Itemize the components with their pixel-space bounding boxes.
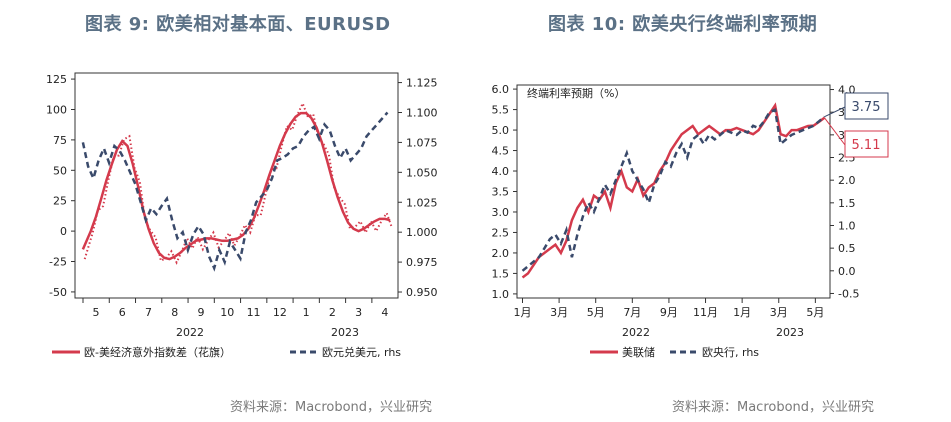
callout-value-fed: 5.11 [852,138,881,153]
y-right-tick-label: 0.975 [406,256,438,269]
y-left-tick-label: 5.5 [492,104,510,117]
x-tick-label: 1月 [513,306,531,319]
y-right-tick-label: 0.0 [838,265,856,278]
callout-box-fed [844,130,889,158]
x-tick-label: 5月 [806,306,824,319]
y-right-tick-label: 2.0 [838,174,856,187]
y-left-tick-label: 1.5 [492,267,510,280]
callout-leader-ecb [824,106,846,118]
y-left-tick-label: 4.5 [492,145,510,158]
y-right-tick-label: 1.075 [406,136,438,149]
legend-label-eurusd: 欧元兑美元, rhs [322,345,401,359]
x-tick-label: 12 [273,306,287,319]
x-tick-label: 9月 [660,306,678,319]
y-left-tick-label: 1.0 [492,288,510,301]
x-tick-label: 1月 [733,306,751,319]
year-label: 2022 [176,326,204,339]
series-surprise-index [81,111,391,261]
y-right-tick-label: 0.5 [838,242,856,255]
x-tick-label: 8 [171,306,178,319]
year-label: 2022 [622,326,650,339]
y-left-tick-label: 3.0 [492,206,510,219]
y-right-tick-label: 1.050 [406,166,438,179]
y-left-tick-label: 0 [60,225,67,238]
callout-value-ecb: 3.75 [852,100,881,115]
series-fed [521,102,826,279]
chart-title-right: 图表 10: 欧美央行终端利率预期 [548,14,818,35]
y-left-tick-label: 50 [53,164,67,177]
chart-subtitle: 终端利率预期（%） [527,86,625,100]
y-left-tick-label: 75 [53,134,67,147]
source-note-left: 资料来源：Macrobond，兴业研究 [230,400,433,415]
legend-label-ecb: 欧央行, rhs [702,346,759,359]
callout-box-ecb [844,92,889,120]
y-left-tick-label: 2.0 [492,247,510,260]
x-tick-label: 5月 [587,306,605,319]
y-left-tick-label: 2.5 [492,226,510,239]
y-right-tick-label: 1.025 [406,196,438,209]
x-tick-label: 10 [220,306,234,319]
y-right-tick-label: 1.0 [838,219,856,232]
y-left-tick-label: 25 [53,195,67,208]
y-left-tick-label: -25 [49,256,67,269]
source-note-right: 资料来源：Macrobond，兴业研究 [672,400,875,415]
y-left-tick-label: 3.5 [492,186,510,199]
y-right-tick-label: 1.100 [406,106,438,119]
year-label: 2023 [776,326,804,339]
y-left-tick-label: 100 [46,103,67,116]
legend-label-surprise-index: 欧-美经济意外指数差（花旗） [84,345,231,359]
y-right-tick-label: 1.000 [406,226,438,239]
y-left-tick-label: 4.0 [492,165,510,178]
x-tick-label: 2 [329,306,336,319]
x-tick-label: 5 [93,306,100,319]
y-right-tick-label: 0.950 [406,286,438,299]
series-eurusd [81,111,389,272]
plot-frame-left [74,72,399,299]
x-tick-label: 7月 [623,306,641,319]
chart-title-left: 图表 9: 欧美相对基本面、EURUSD [85,14,391,35]
x-tick-label: 11 [247,306,261,319]
x-tick-label: 6 [119,306,126,319]
y-right-tick-label: 1.5 [838,197,856,210]
y-right-tick-label: 1.125 [406,77,438,90]
x-tick-label: 7 [145,306,152,319]
x-tick-label: 9 [198,306,205,319]
x-tick-label: 3月 [550,306,568,319]
series-ecb [521,108,826,272]
year-label: 2023 [331,326,359,339]
x-tick-label: 1 [303,306,310,319]
callout-leader-fed [824,117,846,146]
x-tick-label: 11月 [693,306,718,319]
y-left-tick-label: 125 [46,73,67,86]
x-tick-label: 4 [381,306,388,319]
y-right-tick-label: -0.5 [838,287,859,300]
chart-left: 1251007550250-25-501.1251.1001.0751.0501… [46,72,438,359]
x-tick-label: 3 [355,306,362,319]
y-left-tick-label: 6.0 [492,83,510,96]
y-left-tick-label: -50 [49,286,67,299]
plot-frame-right [516,84,831,299]
legend-label-fed: 美联储 [622,345,655,359]
y-left-tick-label: 5.0 [492,124,510,137]
x-tick-label: 3月 [770,306,788,319]
